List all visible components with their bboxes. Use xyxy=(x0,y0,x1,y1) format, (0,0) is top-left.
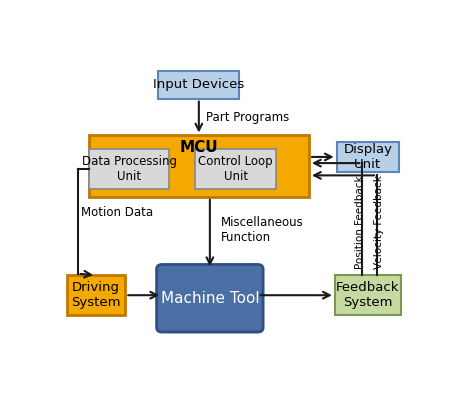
FancyBboxPatch shape xyxy=(89,149,169,189)
Text: Control Loop
Unit: Control Loop Unit xyxy=(198,155,273,183)
Text: Miscellaneous
Function: Miscellaneous Function xyxy=(221,216,304,244)
Text: Data Processing
Unit: Data Processing Unit xyxy=(82,155,176,183)
Text: Display
Unit: Display Unit xyxy=(343,143,392,171)
Text: Machine Tool: Machine Tool xyxy=(161,291,259,306)
FancyBboxPatch shape xyxy=(337,142,399,172)
Text: Driving
System: Driving System xyxy=(71,281,121,309)
Text: Input Devices: Input Devices xyxy=(153,78,245,91)
Text: MCU: MCU xyxy=(180,140,218,155)
Text: Velocity Feedback: Velocity Feedback xyxy=(374,175,384,269)
FancyBboxPatch shape xyxy=(195,149,276,189)
Text: Feedback
System: Feedback System xyxy=(336,281,400,309)
FancyBboxPatch shape xyxy=(158,71,239,99)
Text: Position Feedback: Position Feedback xyxy=(356,176,365,269)
FancyBboxPatch shape xyxy=(156,265,263,332)
FancyBboxPatch shape xyxy=(335,275,401,315)
FancyBboxPatch shape xyxy=(89,135,309,197)
FancyBboxPatch shape xyxy=(66,275,125,315)
Text: Motion Data: Motion Data xyxy=(82,206,154,219)
Text: Part Programs: Part Programs xyxy=(206,111,290,124)
